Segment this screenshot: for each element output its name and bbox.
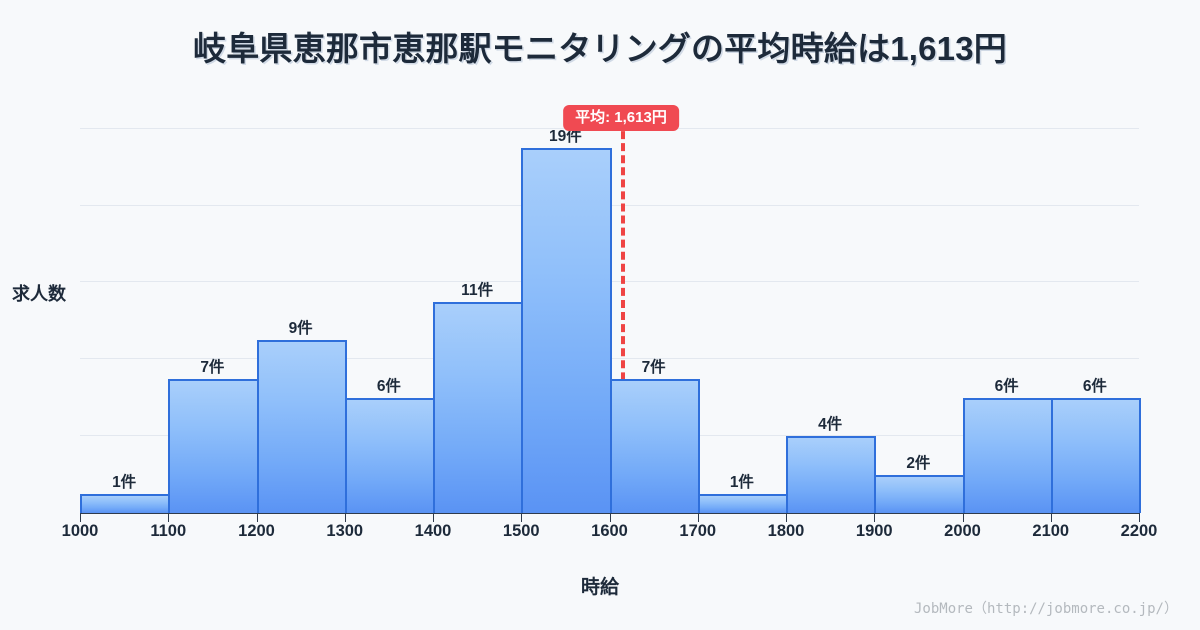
histogram-bar	[786, 436, 877, 513]
x-axis-line	[80, 512, 1140, 514]
x-axis-tick	[1139, 514, 1140, 522]
x-axis-tick-label: 1000	[61, 522, 99, 540]
mean-line	[620, 107, 625, 513]
x-axis-tick	[168, 514, 170, 522]
histogram-bar	[609, 378, 700, 513]
histogram-bar	[433, 301, 524, 513]
histogram-bar	[256, 340, 347, 513]
x-axis-tick-label: 1600	[591, 522, 628, 540]
y-axis-title: 求人数	[12, 284, 66, 304]
histogram-bar	[697, 493, 788, 513]
x-axis-tick-label: 2100	[1032, 522, 1070, 540]
x-axis-tick-label: 1200	[238, 522, 275, 540]
bar-value-label: 11件	[461, 281, 494, 299]
x-axis-title: 時給	[580, 577, 619, 598]
x-axis-tick-label: 2000	[944, 522, 981, 540]
x-axis-tick-label: 1800	[767, 522, 805, 540]
x-axis-tick	[344, 514, 346, 522]
x-axis-tick	[1050, 514, 1052, 522]
chart-title: 岐阜県恵那市恵那駅モニタリングの平均時給は1,613円	[193, 30, 1007, 67]
plot-area	[80, 99, 1141, 513]
x-axis-tick	[786, 514, 787, 522]
x-axis-tick-label: 1300	[326, 522, 364, 540]
footer-watermark: JobMore（http://jobmore.co.jp/）	[913, 601, 1178, 617]
x-axis-tick-label: 1100	[150, 522, 187, 540]
x-axis-tick-label: 2200	[1120, 522, 1158, 540]
x-axis-tick-label: 1400	[414, 522, 452, 540]
bar-value-label: 4件	[818, 416, 843, 434]
x-axis-tick-label: 1900	[855, 522, 893, 540]
x-axis-tick	[962, 514, 964, 522]
bar-value-label: 6件	[1082, 377, 1107, 395]
bar-value-label: 2件	[906, 454, 931, 472]
bar-value-label: 6件	[994, 377, 1019, 395]
histogram-bar	[344, 397, 435, 513]
histogram-bar	[962, 397, 1053, 513]
bar-value-label: 1件	[729, 473, 754, 491]
histogram-bar	[1050, 397, 1141, 513]
x-axis-tick	[521, 514, 523, 522]
mean-badge: 平均: 1,613円	[563, 105, 679, 131]
x-axis-tick	[697, 514, 699, 522]
x-axis-tick	[80, 514, 81, 522]
bar-value-label: 7件	[200, 358, 225, 376]
histogram-bar	[521, 148, 612, 513]
x-axis-tick-label: 1500	[502, 522, 540, 540]
x-axis-tick	[433, 514, 434, 522]
histogram-bar	[80, 493, 171, 513]
bar-value-label: 1件	[112, 473, 137, 491]
x-axis-tick	[256, 514, 258, 522]
bar-value-label: 7件	[641, 358, 666, 376]
x-axis-tick	[874, 514, 876, 522]
x-axis-tick	[609, 514, 611, 522]
bar-value-label: 6件	[376, 377, 401, 395]
x-axis-tick-label: 1700	[679, 522, 717, 540]
histogram-bar	[874, 474, 965, 513]
bar-value-label: 9件	[288, 320, 313, 338]
bar-value-label: 19件	[549, 128, 582, 146]
histogram-bar	[168, 378, 259, 513]
